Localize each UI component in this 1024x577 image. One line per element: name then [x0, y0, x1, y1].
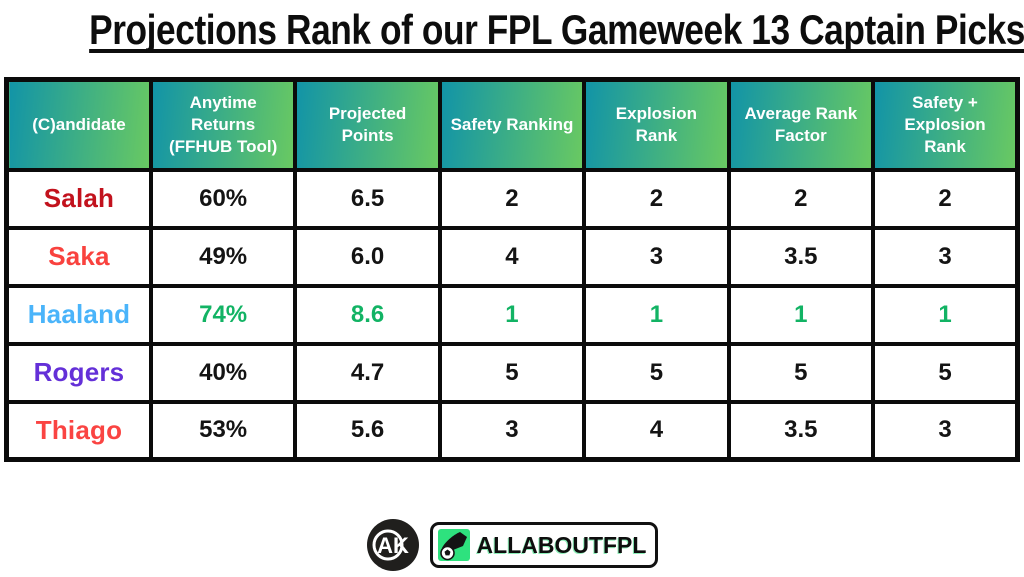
table-cell: 4 — [582, 399, 731, 462]
table-cell: 5 — [871, 341, 1020, 404]
table-cell: 74% — [148, 283, 298, 346]
table-cell: 5 — [582, 341, 731, 404]
footer-brand: AK ALLABOUTFPL — [0, 518, 1024, 572]
table-cell: 3 — [871, 399, 1020, 462]
column-header-explosion-rank: Explosion Rank — [582, 77, 731, 172]
candidate-name: Rogers — [4, 341, 153, 404]
ak-monogram-icon: AK — [366, 519, 419, 571]
table-cell: 49% — [148, 225, 298, 288]
table-cell: 6.0 — [293, 225, 442, 288]
svg-text:AK: AK — [377, 533, 409, 558]
table-cell: 53% — [148, 399, 298, 462]
table-cell: 40% — [148, 341, 298, 404]
candidate-name: Haaland — [4, 283, 153, 346]
table-cell: 3.5 — [726, 225, 876, 288]
table-cell: 1 — [582, 283, 731, 346]
table-header: (C)andidate Anytime Returns (FFHUB Tool)… — [4, 77, 1020, 172]
table-cell: 2 — [437, 167, 587, 230]
page-title: Projections Rank of our FPL Gameweek 13 … — [89, 6, 1024, 53]
brand-name: ALLABOUTFPL — [476, 531, 647, 558]
allaboutfpl-badge: ALLABOUTFPL — [429, 522, 659, 568]
candidate-name: Thiago — [4, 399, 153, 462]
table-cell: 5 — [726, 341, 876, 404]
table-cell: 1 — [871, 283, 1020, 346]
table-cell: 6.5 — [293, 167, 442, 230]
column-header-average-rank-factor: Average Rank Factor — [726, 77, 876, 172]
table-row-thiago: Thiago 53% 5.6 3 4 3.5 3 — [4, 399, 1020, 462]
football-boot-icon — [437, 529, 470, 561]
table-row-salah: Salah 60% 6.5 2 2 2 2 — [4, 167, 1020, 230]
table-cell: 3 — [871, 225, 1020, 288]
table-row-rogers: Rogers 40% 4.7 5 5 5 5 — [4, 341, 1020, 404]
table-row-saka: Saka 49% 6.0 4 3 3.5 3 — [4, 225, 1020, 288]
table-cell: 60% — [148, 167, 298, 230]
captain-picks-table: (C)andidate Anytime Returns (FFHUB Tool)… — [4, 77, 1020, 462]
ak-monogram-logo: AK — [366, 518, 420, 572]
table-cell: 3.5 — [726, 399, 876, 462]
page-header: Projections Rank of our FPL Gameweek 13 … — [0, 6, 1024, 54]
table-cell: 2 — [582, 167, 731, 230]
candidate-name: Saka — [4, 225, 153, 288]
table-cell: 4 — [437, 225, 587, 288]
table-cell: 5.6 — [293, 399, 442, 462]
candidate-name: Salah — [4, 167, 153, 230]
table-cell: 8.6 — [293, 283, 442, 346]
table-cell: 5 — [437, 341, 587, 404]
header-row: (C)andidate Anytime Returns (FFHUB Tool)… — [4, 77, 1020, 172]
table-cell: 3 — [437, 399, 587, 462]
column-header-candidate: (C)andidate — [4, 77, 153, 172]
column-header-projected-points: Projected Points — [293, 77, 442, 172]
column-header-anytime-returns: Anytime Returns (FFHUB Tool) — [148, 77, 298, 172]
table-cell: 3 — [582, 225, 731, 288]
table-cell: 2 — [871, 167, 1020, 230]
table-cell: 2 — [726, 167, 876, 230]
column-header-safety-explosion-rank: Safety + Explosion Rank — [871, 77, 1020, 172]
table-row-haaland: Haaland 74% 8.6 1 1 1 1 — [4, 283, 1020, 346]
table-cell: 1 — [437, 283, 587, 346]
column-header-safety-ranking: Safety Ranking — [437, 77, 587, 172]
table-body: Salah 60% 6.5 2 2 2 2 Saka 49% 6.0 4 3 3… — [4, 167, 1020, 462]
table-cell: 1 — [726, 283, 876, 346]
table-cell: 4.7 — [293, 341, 442, 404]
